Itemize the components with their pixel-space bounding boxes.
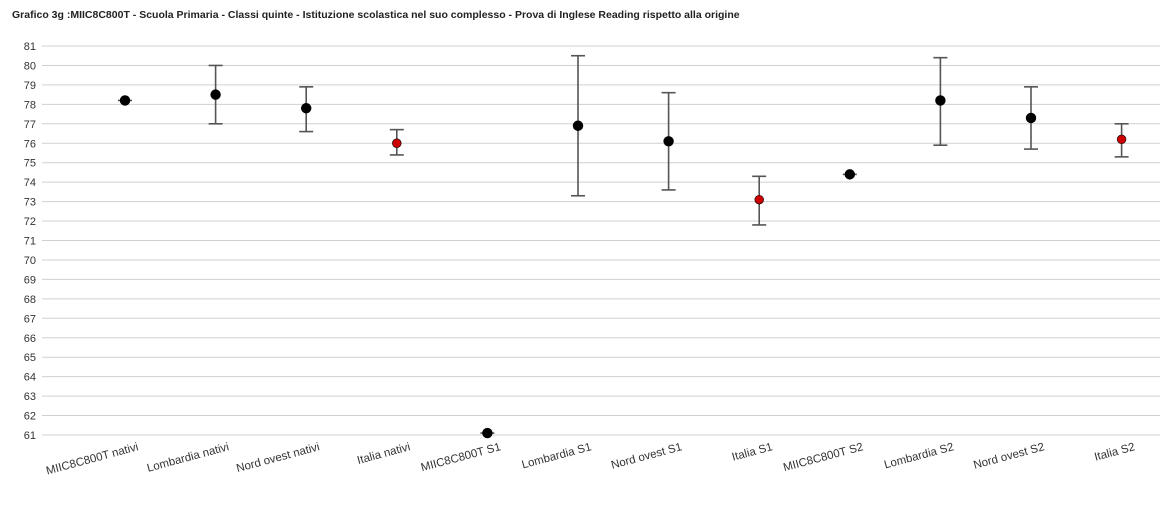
x-tick-label-1: Lombardia nativi xyxy=(146,441,231,474)
x-tick-label-7: Italia S1 xyxy=(731,441,774,463)
data-points xyxy=(119,89,1127,439)
y-tick-label-70: 70 xyxy=(24,255,36,267)
y-tick-label-72: 72 xyxy=(24,216,36,228)
y-tick-label-73: 73 xyxy=(24,197,36,209)
data-point-3 xyxy=(392,138,402,148)
y-tick-label-76: 76 xyxy=(24,138,36,150)
y-tick-label-64: 64 xyxy=(24,372,36,384)
y-tick-label-65: 65 xyxy=(24,352,36,364)
y-tick-label-81: 81 xyxy=(24,41,36,53)
y-tick-label-79: 79 xyxy=(24,80,36,92)
x-tick-label-4: MIIC8C800T S1 xyxy=(420,441,503,474)
x-tick-label-5: Lombardia S1 xyxy=(521,441,593,471)
x-tick-label-6: Nord ovest S1 xyxy=(610,441,683,471)
x-axis-labels: MIIC8C800T nativi Lombardia nativi Nord ov… xyxy=(45,441,1136,477)
x-tick-label-8: MIIC8C800T S2 xyxy=(782,441,865,474)
y-tick-label-61: 61 xyxy=(24,430,36,442)
data-point-6 xyxy=(663,136,674,147)
data-point-5 xyxy=(572,120,584,131)
y-tick-label-66: 66 xyxy=(24,333,36,345)
data-point-4 xyxy=(482,427,493,439)
y-tick-label-71: 71 xyxy=(24,236,36,248)
data-point-9 xyxy=(935,95,946,106)
y-tick-label-62: 62 xyxy=(24,411,36,423)
y-tick-label-78: 78 xyxy=(24,99,36,111)
x-tick-label-3: Italia nativi xyxy=(356,441,412,467)
gridlines xyxy=(42,45,1160,436)
x-tick-label-11: Italia S2 xyxy=(1093,441,1136,463)
data-point-8 xyxy=(844,169,855,180)
data-point-10 xyxy=(1025,112,1037,124)
y-tick-label-68: 68 xyxy=(24,294,36,306)
y-tick-label-77: 77 xyxy=(24,119,36,131)
y-tick-label-67: 67 xyxy=(24,313,36,325)
y-tick-label-74: 74 xyxy=(24,177,36,189)
x-tick-label-2: Nord ovest nativi xyxy=(235,441,321,475)
y-axis-ticks: 61 62 63 64 65 66 67 68 69 70 71 72 73 74 75 76 77 78 79 80… xyxy=(24,41,36,442)
y-tick-label-75: 75 xyxy=(24,158,36,170)
x-tick-label-0: MIIC8C800T nativi xyxy=(45,441,140,477)
x-tick-label-9: Lombardia S2 xyxy=(883,441,955,471)
data-point-11 xyxy=(1116,134,1127,145)
data-point-1 xyxy=(210,89,221,100)
data-point-2 xyxy=(301,103,312,114)
y-tick-label-69: 69 xyxy=(24,274,36,286)
data-point-0 xyxy=(119,95,131,106)
y-tick-label-80: 80 xyxy=(24,60,36,72)
chart-title: Grafico 3g :MIIC8C800T - Scuola Primaria… xyxy=(12,9,740,21)
x-tick-label-10: Nord ovest S2 xyxy=(972,441,1045,471)
data-point-7 xyxy=(754,194,764,205)
y-tick-label-63: 63 xyxy=(24,391,36,403)
